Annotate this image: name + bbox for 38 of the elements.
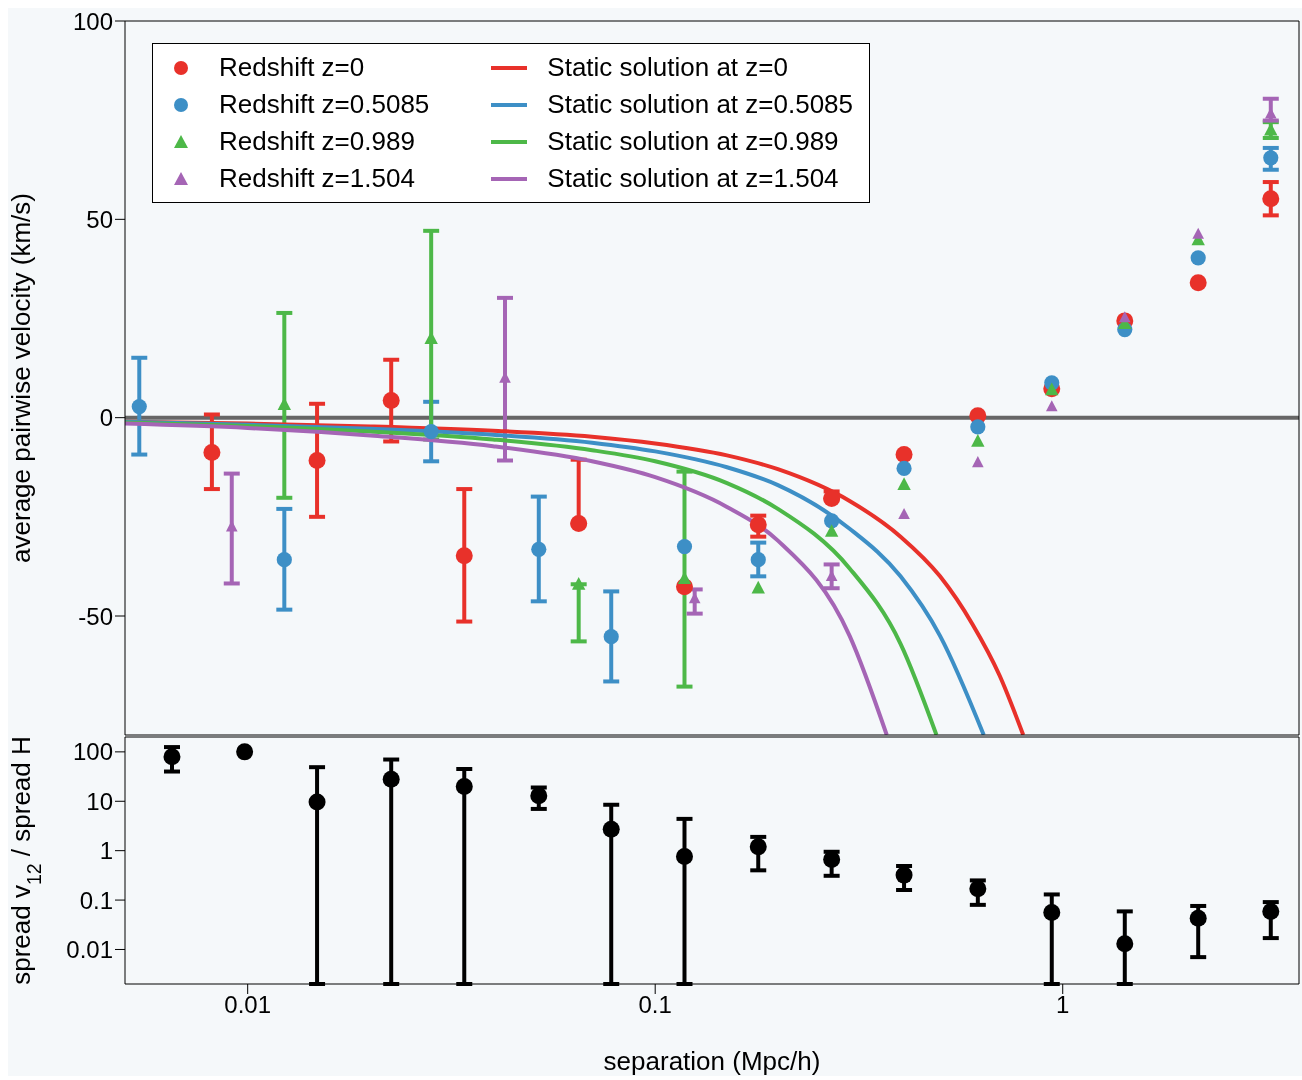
- y-tick-label: 100: [72, 738, 113, 766]
- y-tick-label: 0.01: [66, 935, 113, 963]
- y-tick-label: 0.1: [79, 886, 113, 914]
- y-tick-label: 1: [99, 837, 113, 865]
- point: [749, 838, 767, 856]
- legend-label: Static solution at z=1.504: [547, 162, 839, 195]
- legend-label: Static solution at z=0.989: [547, 125, 839, 158]
- legend-label: Static solution at z=0: [547, 51, 788, 84]
- legend-label: Redshift z=0.5085: [219, 88, 430, 121]
- point: [823, 851, 841, 869]
- legend-label: Redshift z=1.504: [219, 162, 415, 195]
- x-tick-label: 0.01: [224, 991, 272, 1019]
- y-tick-label: 0: [99, 404, 113, 432]
- y-axis-title: average pairwise velocity (km/s): [6, 193, 36, 563]
- point: [675, 848, 693, 866]
- legend-label: Redshift z=0: [219, 51, 365, 84]
- point: [308, 793, 326, 811]
- point: [895, 866, 913, 884]
- legend-label: Static solution at z=0.5085: [547, 88, 854, 121]
- point: [163, 748, 181, 766]
- x-axis-title: separation (Mpc/h): [603, 1046, 821, 1076]
- y-tick-label: -50: [78, 602, 113, 630]
- point: [1262, 902, 1280, 920]
- point: [602, 820, 620, 838]
- point: [1043, 904, 1061, 922]
- y-tick-label: 10: [86, 787, 113, 815]
- y-tick-label: 50: [86, 205, 113, 233]
- point: [530, 787, 548, 805]
- point: [236, 743, 254, 761]
- x-tick-label: 1: [1056, 991, 1070, 1019]
- y-tick-label: 100: [72, 7, 113, 35]
- point: [969, 880, 987, 898]
- point: [382, 770, 400, 788]
- point: [455, 777, 473, 795]
- point: [1116, 935, 1134, 953]
- legend-label: Redshift z=0.989: [219, 125, 415, 158]
- point: [1189, 909, 1207, 927]
- x-tick-label: 0.1: [638, 991, 672, 1019]
